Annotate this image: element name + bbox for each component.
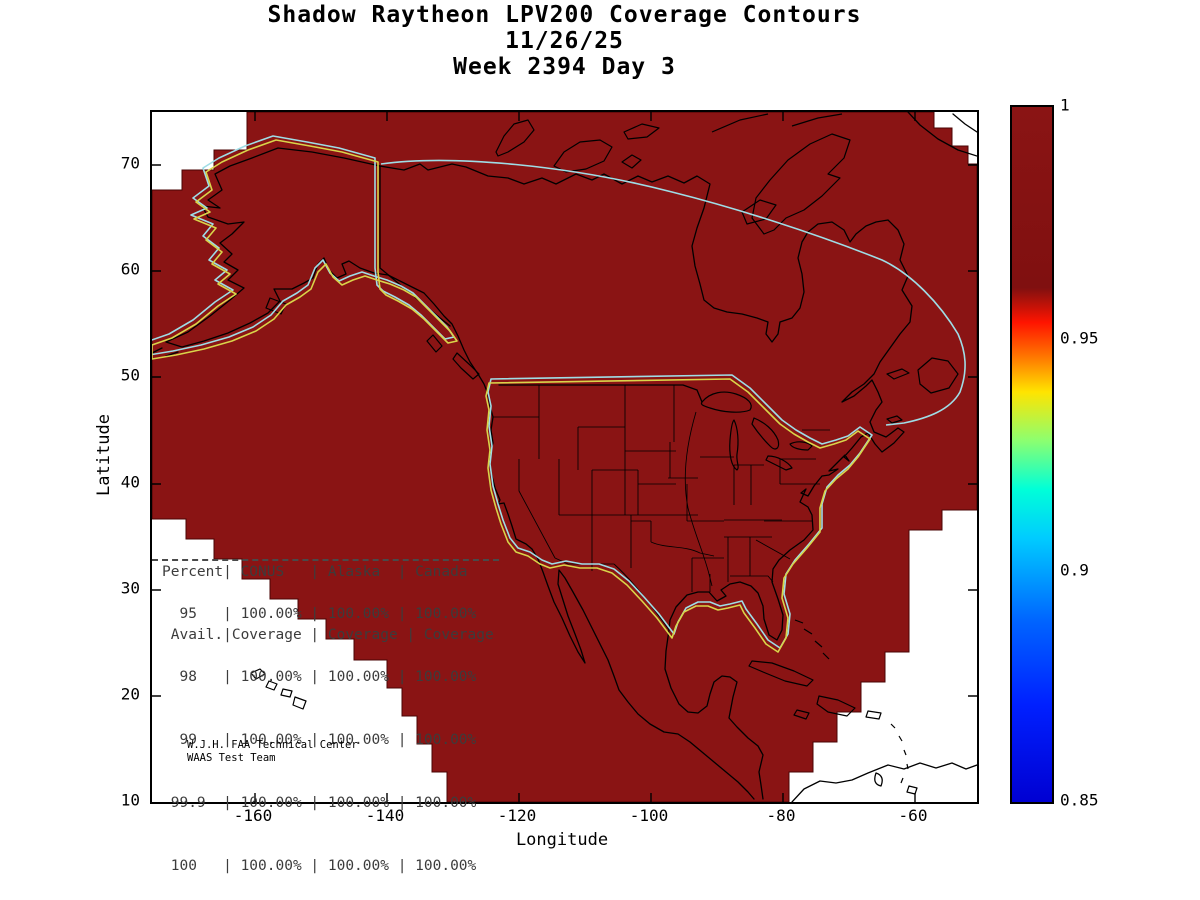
lake-huron [751, 417, 780, 450]
figure-title-block: Shadow Raytheon LPV200 Coverage Contours… [150, 2, 979, 80]
credit-block: W.J.H. FAA Technical Center WAAS Test Te… [187, 739, 358, 765]
coverage-table-header-line1: Percent| CONUS | Alaska | Canada [162, 564, 468, 580]
hawaii-islands [250, 668, 307, 710]
coverage-table-row-99: 99 | 100.00% | 100.00% | 100.00% [162, 732, 477, 748]
coastline-greenland [907, 112, 977, 157]
x-tick-label-0: -160 [233, 806, 273, 825]
coverage-table-header: Percent| CONUS | Alaska | Canada Avail.|… [162, 520, 494, 688]
figure-date: 11/26/25 [505, 28, 624, 54]
x-tick-label-5: -60 [898, 806, 928, 825]
coastline-south-america [791, 762, 977, 802]
arctic-islands [495, 113, 851, 235]
us-canada-border [498, 384, 703, 403]
atlantic-islands [886, 357, 959, 424]
coverage-table-row-99-9: 99.9 | 100.00% | 100.00% | 100.00% [162, 795, 477, 811]
credit-line2: WAAS Test Team [187, 752, 276, 764]
coverage-table-header-line2: Avail.|Coverage | Coverage | Coverage [162, 627, 494, 643]
pacific-islands [265, 297, 480, 380]
coverage-region [152, 112, 977, 802]
x-tick-label-2: -120 [497, 806, 537, 825]
islands [250, 113, 959, 795]
lake-michigan [729, 419, 739, 471]
coverage-map-svg [152, 112, 977, 802]
y-tick-label-50: 50 [120, 365, 140, 385]
caribbean-islands [748, 619, 918, 795]
coverage-table-row-98: 98 | 100.00% | 100.00% | 100.00% [162, 669, 477, 685]
great-lakes [700, 391, 813, 471]
lake-ontario [789, 441, 813, 451]
colorbar-label-0-9: 0.9 [1060, 560, 1089, 580]
y-tick-label-20: 20 [120, 684, 140, 704]
figure-week-day: Week 2394 Day 3 [453, 54, 676, 80]
canada-contour-cyan [380, 159, 966, 426]
lake-erie [765, 455, 793, 471]
coverage-table-divider [152, 559, 499, 561]
colorbar-label-0-85: 0.85 [1060, 790, 1099, 810]
x-axis-label: Longitude [515, 830, 609, 850]
map-plot-area: Percent| CONUS | Alaska | Canada Avail.|… [150, 110, 979, 874]
colorbar-label-0-95: 0.95 [1060, 328, 1099, 348]
colorbar [1010, 105, 1054, 804]
coastlines [152, 112, 977, 802]
y-tick-label-60: 60 [120, 259, 140, 279]
y-tick-label-70: 70 [120, 153, 140, 173]
coverage-table-row-100: 100 | 100.00% | 100.00% | 100.00% [162, 858, 477, 874]
coastline-aleutians [152, 347, 179, 357]
x-tick-label-4: -80 [766, 806, 796, 825]
axis-ticks [152, 112, 977, 802]
coverage-table-row-95: 95 | 100.00% | 100.00% | 100.00% [162, 606, 477, 622]
colorbar-label-1: 1 [1060, 95, 1070, 115]
y-tick-label-30: 30 [120, 578, 140, 598]
x-tick-label-1: -140 [365, 806, 405, 825]
credit-line1: W.J.H. FAA Technical Center [187, 739, 358, 751]
us-state-borders [493, 385, 830, 631]
figure-title: Shadow Raytheon LPV200 Coverage Contours [267, 2, 862, 28]
x-tick-label-3: -100 [629, 806, 669, 825]
coverage-table-rows: 95 | 100.00% | 100.00% | 100.00% 98 | 10… [162, 562, 477, 900]
y-tick-label-10: 10 [120, 790, 140, 810]
y-tick-label-40: 40 [120, 472, 140, 492]
service-volume-contours [152, 135, 966, 653]
coastline-pacific [165, 147, 755, 800]
lake-superior [700, 391, 752, 413]
coastline-atlantic-arctic [379, 163, 913, 800]
y-axis-label: Latitude [94, 414, 114, 496]
